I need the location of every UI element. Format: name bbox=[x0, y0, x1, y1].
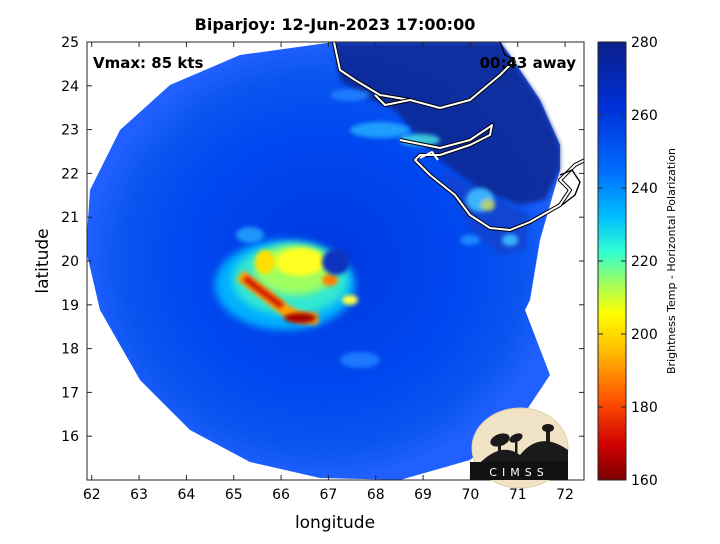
x-tick-label: 72 bbox=[556, 487, 574, 503]
colorbar-tick-label: 180 bbox=[631, 400, 658, 416]
y-tick-label: 22 bbox=[61, 166, 79, 182]
x-tick-label: 66 bbox=[272, 487, 290, 503]
colorbar-tick-label: 260 bbox=[631, 108, 658, 124]
y-tick-label: 19 bbox=[61, 298, 79, 314]
logo-text: CIMSS bbox=[489, 466, 548, 479]
x-tick-label: 63 bbox=[130, 487, 148, 503]
y-tick-label: 18 bbox=[61, 342, 79, 358]
time-away-label: 00:43 away bbox=[480, 54, 577, 72]
y-tick-label: 25 bbox=[61, 35, 79, 51]
y-tick-label: 21 bbox=[61, 210, 79, 226]
coastline bbox=[332, 42, 584, 232]
y-tick-label: 23 bbox=[61, 123, 79, 139]
colorbar-label: Brightness Temp - Horizontal Polarizatio… bbox=[665, 148, 678, 374]
land-region bbox=[334, 42, 560, 205]
vmax-label: Vmax: 85 kts bbox=[93, 54, 203, 72]
cimss-logo: CIMSS bbox=[470, 407, 569, 489]
x-tick-label: 70 bbox=[461, 487, 479, 503]
x-axis-label: longitude bbox=[295, 513, 375, 533]
x-tick-label: 64 bbox=[177, 487, 195, 503]
y-tick-label: 16 bbox=[61, 429, 79, 445]
colorbar-tick-label: 160 bbox=[631, 473, 658, 489]
x-tick-label: 62 bbox=[83, 487, 101, 503]
colorbar-tick-label: 220 bbox=[631, 254, 658, 270]
x-tick-label: 68 bbox=[367, 487, 385, 503]
x-axis: 62 63 64 65 66 67 68 69 70 71 72 bbox=[83, 42, 574, 503]
colorbar-tick-label: 240 bbox=[631, 181, 658, 197]
colorbar-ticks: 160 180 200 220 240 260 280 bbox=[598, 35, 658, 489]
convective-core bbox=[215, 240, 358, 330]
storm-eye bbox=[322, 249, 350, 275]
y-tick-label: 20 bbox=[61, 254, 79, 270]
x-tick-label: 65 bbox=[225, 487, 243, 503]
figure-title: Biparjoy: 12-Jun-2023 17:00:00 bbox=[195, 15, 476, 34]
colorbar-tick-label: 200 bbox=[631, 327, 658, 343]
y-axis: 16 17 18 19 20 21 22 23 24 25 bbox=[61, 35, 584, 445]
x-tick-label: 71 bbox=[509, 487, 527, 503]
y-tick-label: 24 bbox=[61, 79, 79, 95]
x-tick-label: 67 bbox=[319, 487, 337, 503]
y-tick-label: 17 bbox=[61, 385, 79, 401]
colorbar-tick-label: 280 bbox=[631, 35, 658, 51]
y-axis-label: latitude bbox=[33, 228, 53, 293]
x-tick-label: 69 bbox=[414, 487, 432, 503]
microwave-imagery bbox=[87, 42, 584, 480]
